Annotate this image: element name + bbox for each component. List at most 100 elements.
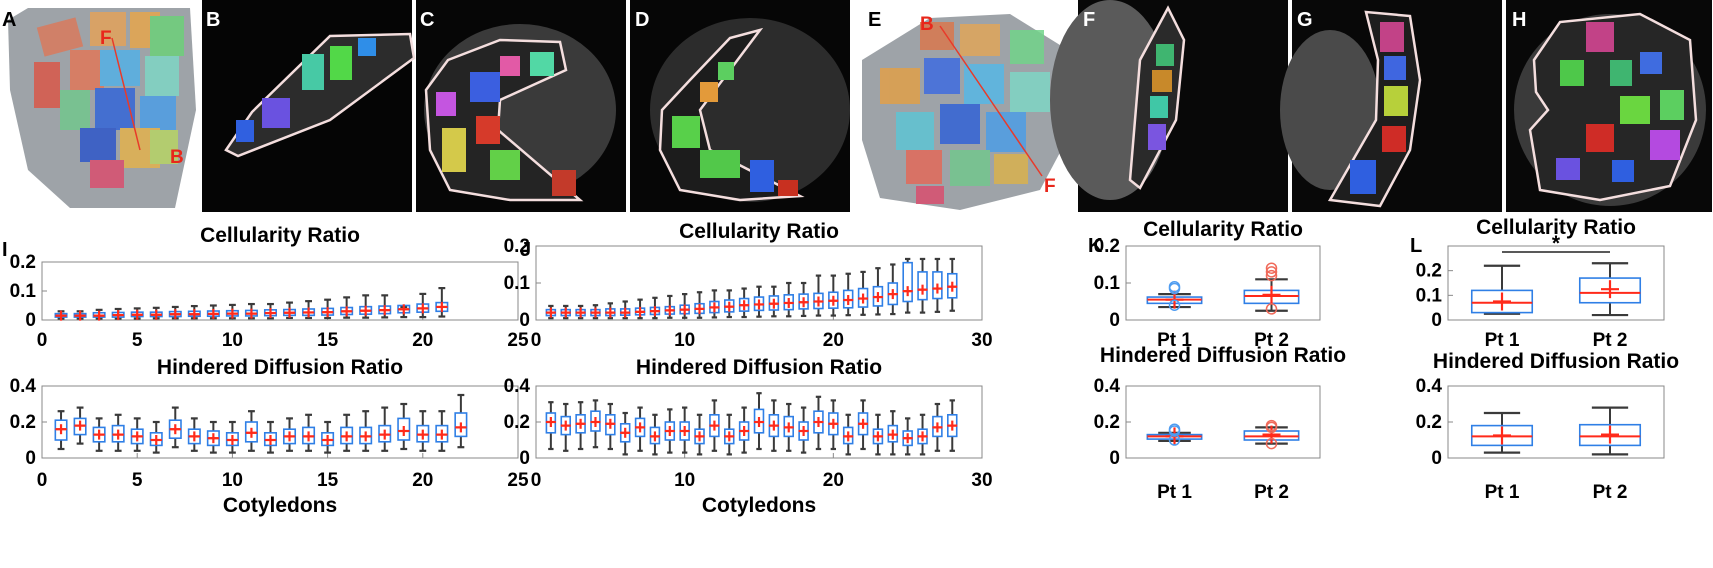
x-tick-label: 25 (507, 470, 529, 491)
y-tick-label: 0.2 (1094, 412, 1120, 433)
chart-l-bottom: Hindered Diffusion Ratio 0 0.2 0.4 Pt 1 Pt 2 (1416, 350, 1680, 503)
outlier-point (1265, 437, 1278, 450)
y-tick-label: 0.2 (504, 412, 530, 433)
chart-j-top: Cellularity Ratio 0 0.1 0.2 0 10 20 30 (504, 220, 993, 351)
plot-area (1125, 385, 1321, 459)
box-item (887, 410, 899, 456)
box-iqr (917, 271, 928, 301)
box-item (872, 413, 884, 456)
box-item (768, 399, 780, 452)
box-item (130, 417, 144, 452)
outlier-point (1168, 299, 1181, 311)
x-tick-label: Pt 2 (1593, 330, 1628, 351)
x-tick-label: 10 (222, 470, 243, 491)
box-item (92, 308, 106, 321)
chart-k-bottom: Hindered Diffusion Ratio 0 0.2 0.4 Pt 1 Pt 2 (1094, 344, 1347, 503)
box-iqr (397, 417, 411, 441)
box-item (902, 417, 913, 456)
panel-h-mri (1506, 0, 1712, 212)
a-annot-top: F (100, 28, 112, 49)
box-iqr (454, 412, 468, 438)
box-item (187, 304, 201, 320)
x-axis-label: Cotyledons (702, 494, 816, 517)
chart-i-top: Cellularity Ratio 0 0.1 0.2 0 5 10 15 20 25 (10, 224, 529, 351)
box-item (798, 281, 809, 318)
box-item (842, 272, 854, 317)
x-tick-label: 10 (222, 330, 243, 351)
box-item (244, 302, 258, 320)
y-tick-label: 0.4 (1416, 376, 1443, 397)
box-iqr (902, 261, 913, 303)
panel-a-model: F B (8, 8, 196, 208)
box-item (130, 307, 144, 320)
box-item (857, 270, 869, 316)
chart-title: Hindered Diffusion Ratio (157, 356, 403, 379)
box-item (545, 304, 557, 320)
y-tick-label: 0 (519, 310, 530, 331)
box-item (694, 413, 705, 456)
box-item (783, 402, 794, 452)
box-item (187, 417, 201, 452)
box-iqr (932, 271, 943, 300)
box-item (54, 310, 68, 321)
box-item (73, 310, 87, 321)
x-tick-label: 20 (823, 330, 844, 351)
box-item (1578, 406, 1642, 456)
y-tick-label: 0.2 (1416, 412, 1442, 433)
panel-label-a: A (2, 9, 16, 31)
box-item (694, 291, 705, 319)
y-tick-label: 0.2 (1094, 236, 1120, 257)
box-item (634, 298, 646, 320)
y-tick-label: 0 (1431, 448, 1442, 469)
box-item (664, 294, 676, 319)
y-tick-label: 0.2 (10, 412, 36, 433)
box-item (917, 257, 928, 314)
y-tick-label: 0.4 (504, 376, 531, 397)
outlier-point (1168, 282, 1181, 295)
box-item (947, 399, 958, 452)
box-item (92, 417, 106, 452)
box-item (359, 410, 373, 452)
x-tick-label: Pt 1 (1157, 330, 1192, 351)
box-item (590, 399, 601, 449)
box-item (575, 304, 586, 320)
box-item (283, 301, 297, 320)
box-item (321, 298, 335, 320)
x-axis-label: Cotyledons (223, 494, 337, 517)
box-item (932, 257, 943, 313)
box-item (283, 417, 297, 452)
y-tick-label: 0.2 (504, 236, 530, 257)
box-item (634, 406, 646, 452)
box-item (149, 420, 163, 454)
y-tick-label: 0 (1109, 310, 1120, 331)
panel-label-g: G (1297, 9, 1313, 31)
plot-area (41, 385, 519, 459)
box-item (724, 289, 735, 319)
box-item (168, 406, 182, 449)
x-tick-label: 10 (674, 330, 695, 351)
box-item (649, 413, 661, 456)
e-annot-top: B (920, 14, 934, 35)
box-item (111, 307, 125, 321)
box-item (302, 413, 316, 452)
box-item (783, 281, 794, 318)
box-iqr (1578, 277, 1642, 304)
x-tick-label: 10 (674, 470, 695, 491)
box-item (709, 399, 720, 452)
chart-title: Cellularity Ratio (679, 220, 839, 243)
box-item (1470, 411, 1534, 454)
box-item (54, 410, 68, 451)
y-tick-label: 0 (1109, 448, 1120, 469)
box-item (321, 420, 335, 454)
x-tick-label: 5 (132, 330, 143, 351)
box-item (111, 413, 125, 452)
y-tick-label: 0 (519, 448, 530, 469)
box-item (709, 289, 720, 319)
box-item (753, 392, 765, 451)
chart-k-top: Cellularity Ratio 0 0.1 0.2 Pt 1 Pt 2 (1094, 218, 1321, 351)
y-tick-label: 0 (25, 448, 36, 469)
box-item (649, 296, 661, 320)
box-item (1243, 262, 1300, 315)
panel-e-model: B F (862, 14, 1072, 210)
